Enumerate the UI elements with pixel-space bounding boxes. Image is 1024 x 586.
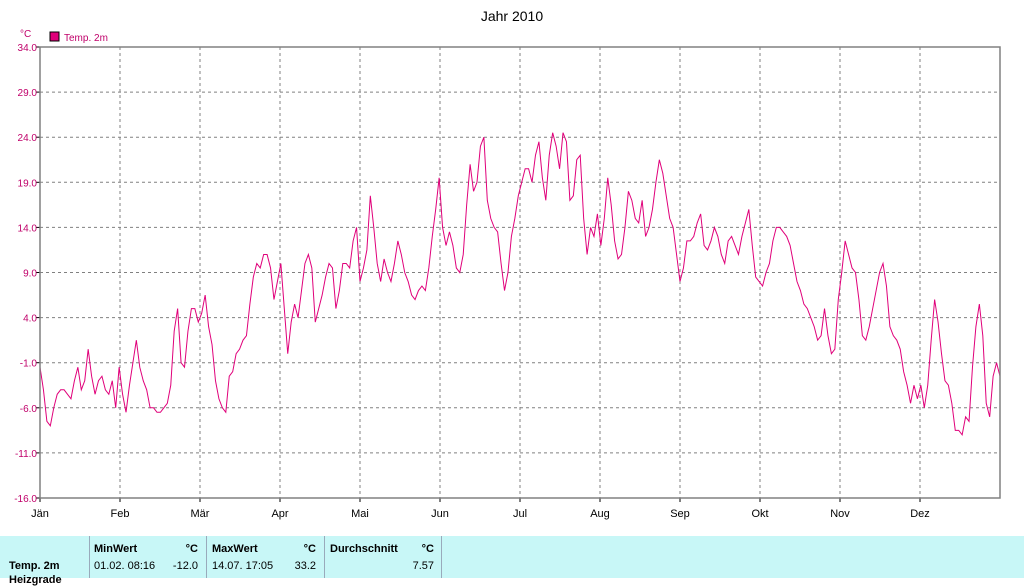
y-tick-label: 19.0 — [18, 178, 38, 189]
plot-frame — [39, 46, 1001, 499]
y-tick-label: -16.0 — [14, 494, 37, 505]
min-value: -12.0 — [172, 560, 198, 572]
temperature-chart: 34.0 29.0 24.0 19.0 14.0 9.0 4.0 -1.0 -6.0 -11.0 -… — [14, 8, 1001, 520]
avg-value: 7.57 — [412, 560, 434, 572]
y-tick-label: -11.0 — [15, 449, 37, 460]
legend-label: Temp. 2m — [64, 33, 108, 44]
summary-row-label-2: Heizgrade — [9, 574, 62, 586]
x-axis-ticks: Jän Feb Mär Apr Mai Jun Jul Aug Sep Okt Nov Dez — [31, 498, 930, 520]
y-tick-label: 4.0 — [23, 314, 37, 325]
x-tick-label: Jul — [513, 508, 527, 520]
series-line-temp-2m — [39, 132, 1001, 437]
y-tick-label: -6.0 — [20, 404, 38, 415]
summary-min-cell: MinWert °C 01.02. 08:16 -12.0 — [90, 536, 207, 578]
x-tick-label: Mär — [191, 508, 210, 520]
max-header: MaxWert — [212, 543, 258, 555]
max-date: 14.07. 17:05 — [212, 560, 274, 572]
max-unit: °C — [303, 543, 316, 555]
summary-max-cell: MaxWert °C 14.07. 17:05 33.2 — [207, 536, 325, 578]
chart-title: Jahr 2010 — [481, 8, 543, 24]
x-tick-label: Nov — [830, 508, 850, 520]
min-unit: °C — [185, 543, 198, 555]
summary-table: Temp. 2m Heizgrade MinWert °C 01.02. 08:… — [0, 536, 1024, 586]
max-value: 33.2 — [294, 560, 316, 572]
x-tick-label: Dez — [910, 508, 930, 520]
legend-swatch — [49, 31, 60, 42]
grid-lines — [40, 47, 1000, 498]
summary-row-label-cell: Temp. 2m Heizgrade — [0, 536, 90, 586]
y-axis-ticks: 34.0 29.0 24.0 19.0 14.0 9.0 4.0 -1.0 -6.0 -11.0 -… — [14, 43, 40, 505]
y-tick-label: 9.0 — [23, 269, 37, 280]
x-tick-label: Aug — [590, 508, 610, 520]
x-tick-label: Sep — [670, 508, 690, 520]
y-tick-label: 24.0 — [18, 133, 38, 144]
x-tick-label: Mai — [351, 508, 369, 520]
y-axis-unit: °C — [20, 29, 31, 40]
min-date: 01.02. 08:16 — [94, 560, 156, 572]
avg-header: Durchschnitt — [330, 543, 398, 555]
summary-row-label: Temp. 2m — [9, 560, 60, 572]
x-tick-label: Feb — [111, 508, 130, 520]
x-tick-label: Okt — [751, 508, 768, 520]
y-tick-label: 29.0 — [18, 88, 38, 99]
x-tick-label: Jun — [431, 508, 449, 520]
y-tick-label: -1.0 — [20, 359, 38, 370]
min-header: MinWert — [94, 543, 138, 555]
summary-avg-cell: Durchschnitt °C 7.57 — [325, 536, 442, 578]
x-tick-label: Apr — [271, 508, 288, 520]
y-tick-label: 34.0 — [18, 43, 38, 54]
y-tick-label: 14.0 — [18, 223, 38, 234]
x-tick-label: Jän — [31, 508, 49, 520]
avg-unit: °C — [421, 543, 434, 555]
